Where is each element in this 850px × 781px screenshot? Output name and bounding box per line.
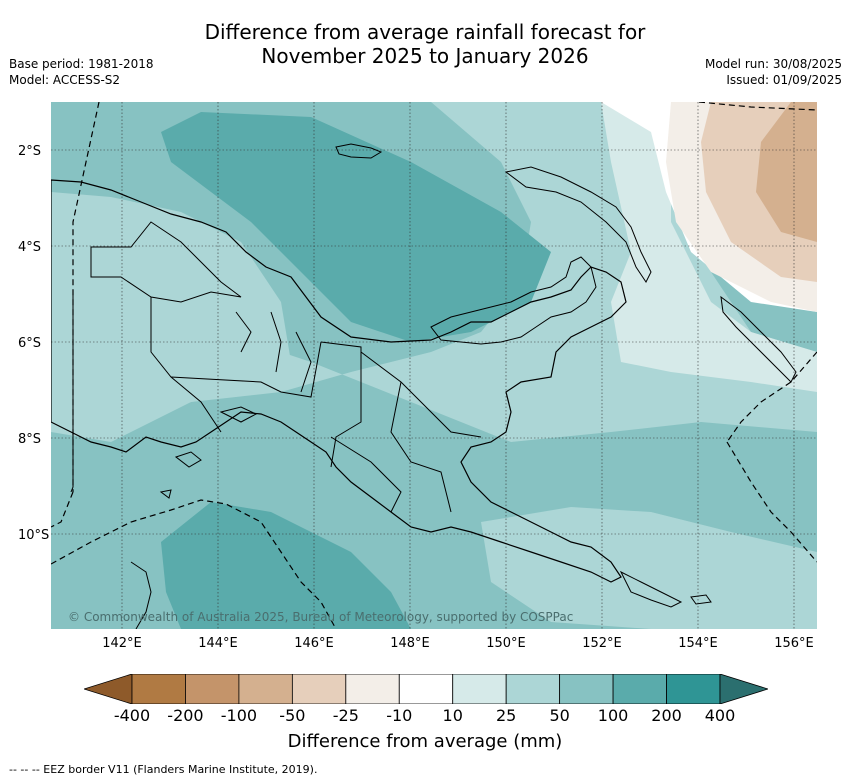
colorbar-cell (185, 674, 240, 704)
field-10-25-east (601, 102, 817, 392)
colorbar-tick-label: 200 (651, 706, 682, 725)
colorbar-cell (612, 674, 667, 704)
colorbar-tick-label: -50 (279, 706, 306, 725)
rainfall-map: © Commonwealth of Australia 2025, Bureau… (51, 102, 817, 629)
colorbar-tick-label: -200 (167, 706, 204, 725)
title-line-1: Difference from average rainfall forecas… (204, 20, 646, 44)
graticule (51, 102, 817, 629)
xtick-150e: 150°E (486, 636, 526, 651)
colorbar-cell (345, 674, 400, 704)
colorbar-tick-label: -100 (220, 706, 258, 725)
xtick-156e: 156°E (774, 636, 814, 651)
model-run: Model run: 30/08/2025 (704, 57, 842, 71)
map-watermark: © Commonwealth of Australia 2025, Bureau… (68, 610, 573, 624)
ytick-2s: 2°S (18, 144, 42, 159)
colorbar-tick-label: -400 (113, 706, 151, 725)
ytick-10s: 10°S (18, 528, 50, 543)
colorbar-cell (452, 674, 507, 704)
colorbar-cell (666, 674, 721, 704)
issued-date: Issued: 01/09/2025 (726, 73, 842, 87)
colorbar-cell (505, 674, 561, 704)
colorbar-cells (84, 674, 768, 704)
field-25-50-southeast (481, 507, 817, 629)
xtick-148e: 148°E (390, 636, 430, 651)
louisiade-islands (619, 570, 683, 608)
colorbar-tick-label: 100 (597, 706, 629, 725)
eez-borders (51, 102, 817, 629)
colorbar-extend-low (84, 674, 133, 704)
new-britain (430, 256, 597, 345)
base-period: Base period: 1981-2018 (9, 57, 154, 71)
eez-footnote: -- -- -- EEZ border V11 (Flanders Marine… (9, 763, 318, 776)
new-ireland (504, 166, 652, 283)
colorbar-tick-label: -10 (386, 706, 413, 725)
colorbar-tick-label: 25 (495, 706, 517, 725)
colorbar-cell (559, 674, 614, 704)
colorbar-tick-label: 50 (549, 706, 570, 725)
base-info: Base period: 1981-2018 Model: ACCESS-S2 (9, 56, 154, 88)
colorbar-extend-high (719, 674, 768, 704)
cape-york (130, 561, 152, 629)
ytick-6s: 6°S (18, 336, 42, 351)
title-line-2: November 2025 to January 2026 (261, 44, 589, 68)
colorbar-tick-label: 10 (442, 706, 463, 725)
torres-strait-islands (159, 406, 258, 499)
ytick-8s: 8°S (18, 432, 42, 447)
png-mainland (51, 179, 627, 583)
field-dry-minus50 (756, 102, 817, 242)
ytick-4s: 4°S (18, 240, 42, 255)
map-canvas: © Commonwealth of Australia 2025, Bureau… (51, 102, 817, 629)
province-borders (70, 221, 482, 513)
xtick-142e: 142°E (102, 636, 142, 651)
colorbar-cell (398, 674, 454, 704)
colorbar-tick-label: -25 (332, 706, 359, 725)
colorbar-cell (131, 674, 186, 704)
colorbar-title: Difference from average (mm) (287, 731, 563, 752)
colorbar (84, 674, 768, 704)
field-25-50-west (51, 192, 291, 432)
field-100-200-north (161, 112, 551, 342)
colorbar-cell (291, 674, 347, 704)
colorbar-cell (238, 674, 293, 704)
xtick-152e: 152°E (582, 636, 622, 651)
xtick-146e: 146°E (294, 636, 334, 651)
colorbar-tick-label: 400 (704, 706, 736, 725)
manus-island (335, 143, 383, 159)
map-title: Difference from average rainfall forecas… (0, 20, 850, 68)
rossel-island (690, 594, 712, 605)
xtick-144e: 144°E (198, 636, 238, 651)
run-info: Model run: 30/08/2025 Issued: 01/09/2025 (705, 56, 842, 88)
bougainville (720, 295, 797, 383)
model-name: Model: ACCESS-S2 (9, 73, 121, 87)
xtick-154e: 154°E (678, 636, 718, 651)
